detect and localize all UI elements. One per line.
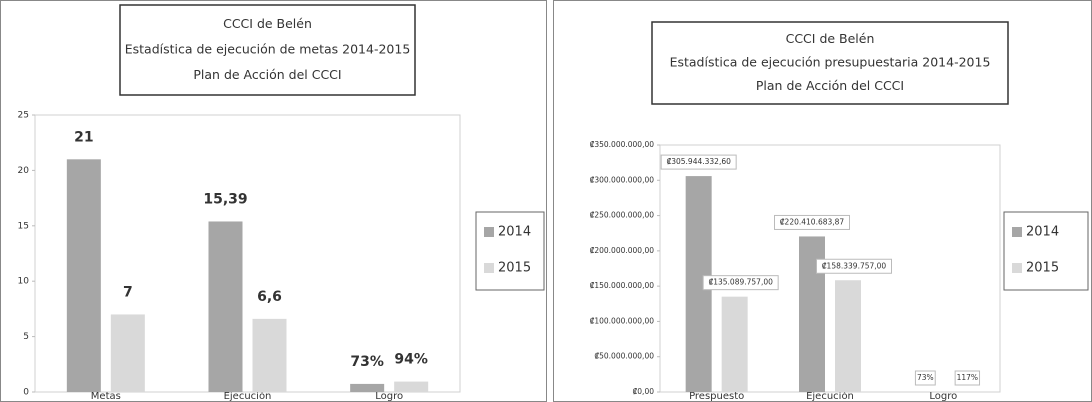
legend-label: 2014 <box>498 225 531 240</box>
legend-box <box>1003 211 1089 291</box>
legend-swatch <box>484 263 494 273</box>
data-label: ₡220.410.683,87 <box>780 217 845 226</box>
legend-box <box>475 211 545 291</box>
legend-label: 2014 <box>1026 225 1059 240</box>
bar <box>66 159 101 392</box>
y-tick-label: ₡100.000.000,00 <box>590 316 655 325</box>
bar <box>721 296 748 392</box>
label-box <box>816 258 892 274</box>
data-label: ₡135.089.757,00 <box>708 278 773 287</box>
y-tick-label: 5 <box>23 332 29 342</box>
chart-title: Plan de Acción del CCCI <box>193 67 341 82</box>
data-label: ₡305.944.332,60 <box>666 157 731 166</box>
label-box <box>954 370 981 386</box>
x-tick-label: Ejecución <box>224 390 272 402</box>
legend-label: 2015 <box>1026 261 1059 276</box>
legend-swatch <box>1012 263 1022 273</box>
x-tick-label: Metas <box>91 391 121 402</box>
label-box <box>774 214 850 230</box>
x-tick-label: Ejecución <box>806 390 854 402</box>
data-label: 73% <box>350 354 384 370</box>
y-tick-label: ₡250.000.000,00 <box>590 211 655 220</box>
bar <box>350 383 385 392</box>
title-box <box>119 4 416 96</box>
chart-title: CCCI de Belén <box>223 16 312 31</box>
label-box <box>702 275 779 291</box>
y-tick-label: 20 <box>18 166 30 176</box>
y-tick-label: 10 <box>18 277 30 287</box>
label-box <box>914 370 936 386</box>
data-label: 94% <box>394 352 428 368</box>
y-tick-label: ₡150.000.000,00 <box>590 281 655 290</box>
data-label: 6,6 <box>257 289 282 305</box>
bar <box>110 314 145 392</box>
y-tick-label: 0 <box>23 388 29 398</box>
data-label: 15,39 <box>203 191 247 207</box>
chart-title: CCCI de Belén <box>786 31 875 46</box>
x-tick-label: Logro <box>375 391 403 402</box>
y-tick-label: ₡300.000.000,00 <box>590 175 655 184</box>
chart-title: Plan de Acción del CCCI <box>756 78 904 93</box>
data-label: 7 <box>123 284 133 300</box>
data-label: 117% <box>957 373 978 382</box>
y-tick-label: ₡200.000.000,00 <box>590 246 655 255</box>
y-tick-label: 15 <box>18 221 29 231</box>
y-tick-label: ₡350.000.000,00 <box>590 140 655 149</box>
legend-swatch <box>484 227 494 237</box>
plot-area <box>34 114 461 393</box>
y-tick-label: 25 <box>18 111 29 121</box>
y-tick-label: ₡50.000.000,00 <box>594 352 654 361</box>
x-tick-label: Logro <box>929 391 957 402</box>
plot-area <box>659 144 1001 393</box>
title-box <box>651 21 1009 105</box>
bar <box>252 318 287 392</box>
chart-title: Estadística de ejecución presupuestaria … <box>670 55 991 70</box>
bar <box>208 221 243 392</box>
label-box <box>660 154 737 170</box>
chart-title: Estadística de ejecución de metas 2014-2… <box>125 42 411 57</box>
data-label: 21 <box>74 129 93 145</box>
legend-swatch <box>1012 227 1022 237</box>
bar <box>394 381 429 392</box>
data-label: 73% <box>917 373 934 382</box>
legend-label: 2015 <box>498 261 531 276</box>
data-label: ₡158.339.757,00 <box>822 261 887 270</box>
x-tick-label: Prespuesto <box>689 391 744 402</box>
y-tick-label: ₡0,00 <box>633 387 655 396</box>
bar <box>835 280 861 392</box>
